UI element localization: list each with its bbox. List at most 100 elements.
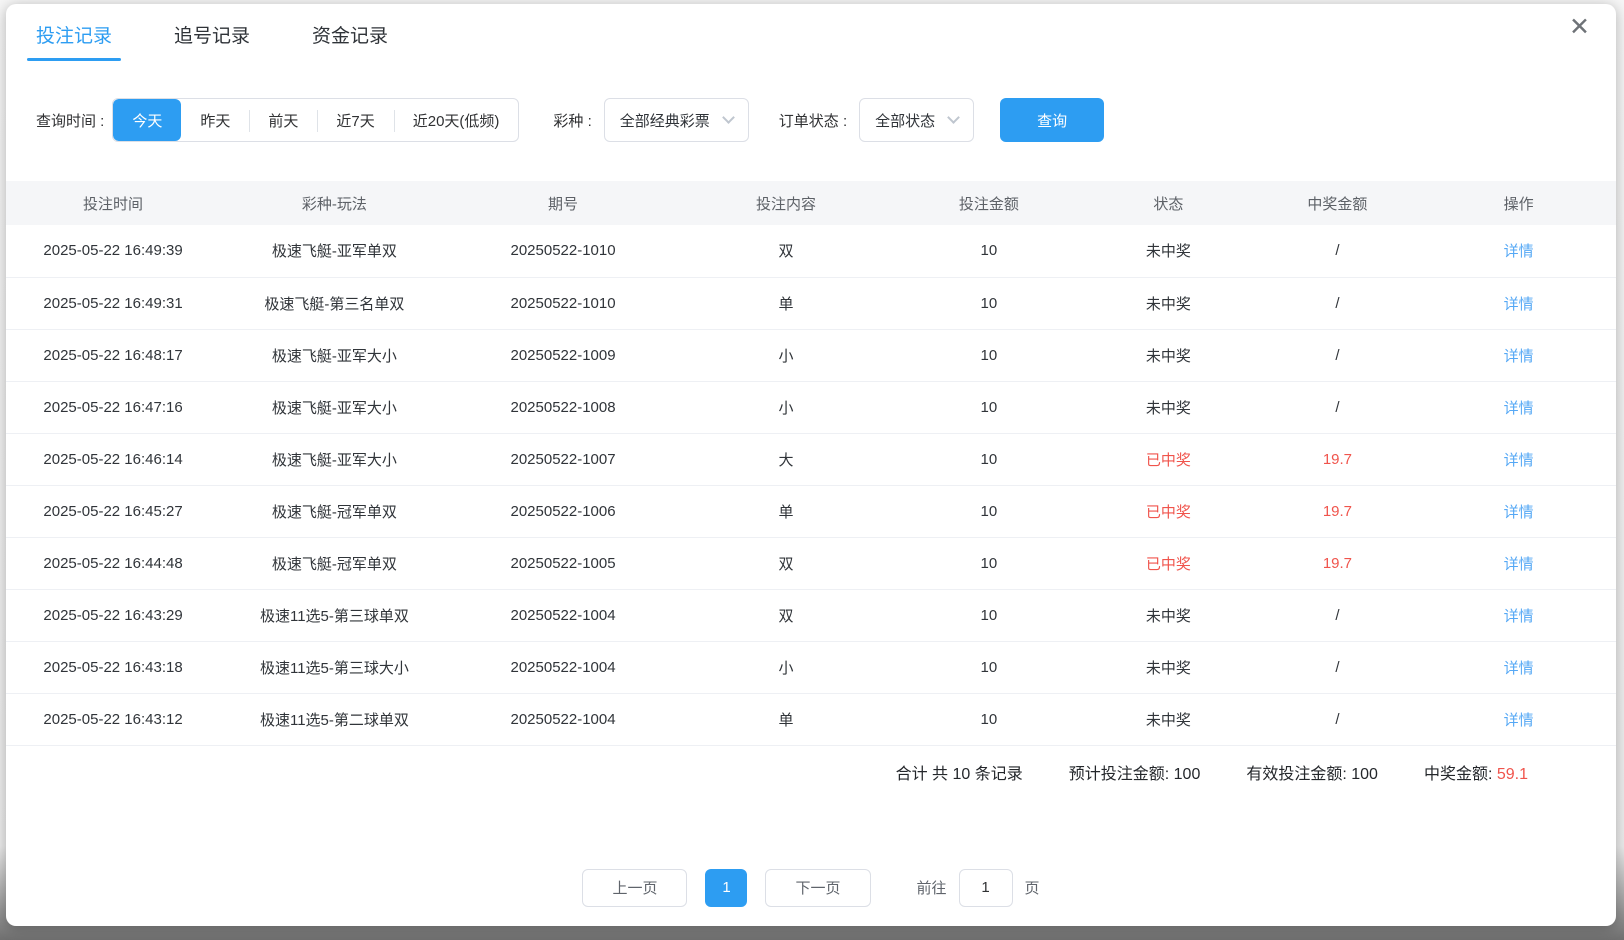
detail-link[interactable]: 详情 — [1503, 399, 1534, 417]
table-row: 2025-05-22 16:48:17 极速飞艇-亚军大小 20250522-100… — [6, 329, 1616, 382]
summary-win-amount: 中奖金额: 59.1 — [1424, 760, 1528, 784]
status: 已中奖 — [1083, 537, 1254, 590]
issue-number: 20250522-1010 — [448, 225, 678, 278]
chevron-down-icon — [721, 111, 735, 124]
page-unit-label: 页 — [1024, 880, 1040, 897]
goto-page-input[interactable] — [958, 868, 1013, 907]
status: 未中奖 — [1083, 225, 1254, 278]
detail-link[interactable]: 详情 — [1503, 243, 1534, 261]
issue-number: 20250522-1006 — [448, 485, 678, 538]
detail-link[interactable]: 详情 — [1503, 607, 1534, 625]
time-option-today[interactable]: 今天 — [113, 99, 182, 141]
close-icon[interactable]: ✕ — [1569, 13, 1590, 41]
table-row: 2025-05-22 16:43:29 极速11选5-第三球单双 20250522-… — [6, 589, 1616, 642]
status: 未中奖 — [1083, 693, 1254, 746]
bet-content: 单 — [677, 485, 895, 538]
summary-win-value: 59.1 — [1496, 766, 1528, 783]
goto-page: 前往 页 — [916, 868, 1040, 907]
next-page-button[interactable]: 下一页 — [765, 868, 871, 907]
bet-time: 2025-05-22 16:43:29 — [6, 589, 221, 642]
summary-valid-value: 100 — [1351, 766, 1378, 783]
bet-amount: 10 — [894, 277, 1084, 330]
prev-page-button[interactable]: 上一页 — [582, 868, 688, 907]
detail-link[interactable]: 详情 — [1503, 503, 1534, 521]
order-status-select[interactable]: 全部状态 — [859, 98, 975, 142]
bet-content: 双 — [677, 537, 895, 590]
bet-content: 小 — [677, 641, 895, 694]
table-row: 2025-05-22 16:46:14 极速飞艇-亚军大小 20250522-100… — [6, 433, 1616, 486]
goto-label: 前往 — [916, 880, 947, 897]
issue-number: 20250522-1004 — [448, 589, 678, 642]
column-header: 状态 — [1083, 181, 1254, 225]
win-amount: / — [1253, 641, 1422, 694]
bet-content: 单 — [677, 693, 895, 746]
lottery-select-value: 全部经典彩票 — [619, 112, 710, 130]
action-cell: 详情 — [1421, 329, 1616, 382]
bet-content: 小 — [677, 381, 895, 434]
time-option-20days[interactable]: 近20天(低频) — [393, 99, 519, 141]
tab-fund-records[interactable]: 资金记录 — [312, 25, 389, 47]
bet-amount: 10 — [894, 693, 1084, 746]
table-row: 2025-05-22 16:49:39 极速飞艇-亚军单双 20250522-101… — [6, 225, 1616, 278]
win-amount: 19.7 — [1253, 537, 1422, 590]
time-option-yesterday[interactable]: 昨天 — [200, 112, 231, 130]
summary-valid-label: 有效投注金额: — [1246, 766, 1352, 783]
time-option-day-before[interactable]: 前天 — [249, 99, 317, 141]
lottery-select[interactable]: 全部经典彩票 — [603, 98, 749, 142]
action-cell: 详情 — [1421, 537, 1616, 590]
bet-time: 2025-05-22 16:43:12 — [6, 693, 221, 746]
bet-content: 双 — [677, 225, 895, 278]
table-row: 2025-05-22 16:49:31 极速飞艇-第三名单双 20250522-10… — [6, 277, 1616, 330]
issue-number: 20250522-1010 — [448, 277, 678, 330]
status: 已中奖 — [1083, 485, 1254, 538]
time-option-7days[interactable]: 近7天 — [317, 99, 393, 141]
bet-time: 2025-05-22 16:43:18 — [6, 641, 221, 694]
detail-link[interactable]: 详情 — [1503, 555, 1534, 573]
game-play: 极速飞艇-亚军大小 — [220, 329, 449, 382]
tab-bar: 投注记录 追号记录 资金记录 ✕ — [6, 4, 1616, 64]
game-play: 极速飞艇-亚军单双 — [220, 225, 449, 278]
issue-number: 20250522-1004 — [448, 641, 678, 694]
status: 已中奖 — [1083, 433, 1254, 486]
bet-amount: 10 — [894, 589, 1084, 642]
win-amount: / — [1253, 589, 1422, 642]
bet-content: 双 — [677, 589, 895, 642]
action-cell: 详情 — [1421, 641, 1616, 694]
order-status-filter-label: 订单状态 : — [778, 112, 848, 130]
win-amount: / — [1253, 693, 1422, 746]
win-amount: / — [1253, 329, 1422, 382]
detail-link[interactable]: 详情 — [1503, 711, 1534, 729]
page-number-1[interactable]: 1 — [705, 868, 748, 907]
records-table: 投注时间 彩种-玩法 期号 投注内容 投注金额 状态 中奖金额 操作 2025-05-22 1… — [6, 181, 1616, 746]
status: 未中奖 — [1083, 641, 1254, 694]
tab-bet-records[interactable]: 投注记录 — [26, 4, 122, 64]
status: 未中奖 — [1083, 589, 1254, 642]
query-button[interactable]: 查询 — [1000, 98, 1105, 142]
game-play: 极速飞艇-亚军大小 — [220, 433, 449, 486]
tab-chase-records[interactable]: 追号记录 — [174, 25, 251, 47]
time-range-group: 今天 昨天 前天 近7天 近20天(低频) — [112, 98, 520, 142]
bet-time: 2025-05-22 16:47:16 — [6, 381, 221, 434]
detail-link[interactable]: 详情 — [1503, 659, 1534, 677]
game-play: 极速11选5-第三球单双 — [220, 589, 449, 642]
summary-valid-amount: 有效投注金额: 100 — [1246, 760, 1378, 784]
win-amount: / — [1253, 277, 1422, 330]
bet-time: 2025-05-22 16:46:14 — [6, 433, 221, 486]
win-amount: 19.7 — [1253, 433, 1422, 486]
detail-link[interactable]: 详情 — [1503, 451, 1534, 469]
detail-link[interactable]: 详情 — [1503, 347, 1534, 365]
column-header: 中奖金额 — [1253, 181, 1422, 225]
bet-time: 2025-05-22 16:49:39 — [6, 225, 221, 278]
summary-win-label: 中奖金额: — [1423, 766, 1497, 783]
bet-time: 2025-05-22 16:49:31 — [6, 277, 221, 330]
chevron-down-icon — [947, 111, 961, 124]
lottery-filter-label: 彩种 : — [553, 112, 592, 130]
table-row: 2025-05-22 16:47:16 极速飞艇-亚军大小 20250522-100… — [6, 381, 1616, 434]
bet-amount: 10 — [894, 381, 1084, 434]
filter-bar: 查询时间 : 今天 昨天 前天 近7天 近20天(低频) 彩种 : 全部经典彩票… — [6, 98, 1616, 142]
detail-link[interactable]: 详情 — [1503, 295, 1534, 313]
time-filter-label: 查询时间 : — [36, 112, 105, 130]
bet-time: 2025-05-22 16:48:17 — [6, 329, 221, 382]
game-play: 极速飞艇-冠军单双 — [220, 537, 449, 590]
pagination: 上一页 1 下一页 前往 页 — [6, 868, 1616, 907]
